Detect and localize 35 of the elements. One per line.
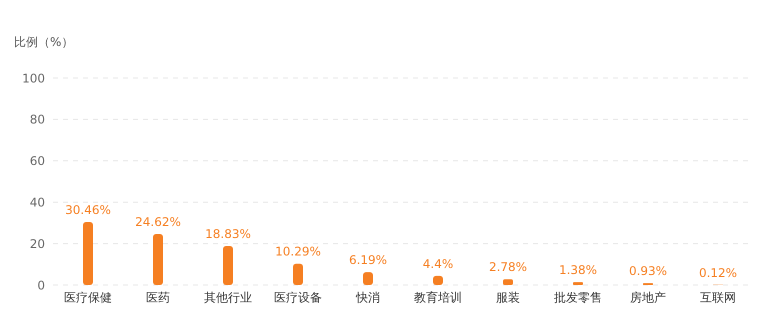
bar xyxy=(433,276,443,285)
x-tick-label: 快消 xyxy=(355,290,380,305)
data-label: 24.62% xyxy=(135,215,181,230)
y-tick-label: 20 xyxy=(30,236,45,251)
bar xyxy=(223,246,233,285)
x-tick-label: 医疗设备 xyxy=(274,290,322,305)
data-label: 1.38% xyxy=(558,263,598,278)
bar xyxy=(293,264,303,285)
x-tick-label: 批发零售 xyxy=(554,290,602,305)
y-tick-label: 80 xyxy=(30,112,45,127)
data-label: 2.78% xyxy=(488,260,528,274)
bar xyxy=(573,282,583,285)
bar xyxy=(363,272,373,285)
data-label: 4.4% xyxy=(422,256,454,271)
x-tick-label: 其他行业 xyxy=(204,290,252,305)
y-tick-label: 40 xyxy=(30,195,45,210)
data-label: 6.19% xyxy=(348,253,388,268)
x-tick-label: 医药 xyxy=(146,290,170,305)
y-tick-label: 60 xyxy=(30,154,45,168)
bar xyxy=(83,222,93,285)
data-label: 30.46% xyxy=(65,202,111,217)
x-tick-label: 医疗保健 xyxy=(64,290,112,305)
y-axis-title: 比例（%） xyxy=(14,34,74,51)
x-tick-label: 房地产 xyxy=(630,290,666,305)
x-tick-label: 服装 xyxy=(496,290,520,305)
x-tick-label: 互联网 xyxy=(700,290,736,305)
y-tick-label: 100 xyxy=(22,71,45,86)
data-label: 10.29% xyxy=(275,244,321,259)
bar xyxy=(153,234,163,285)
data-label: 0.12% xyxy=(698,266,738,280)
y-tick-label: 0 xyxy=(37,278,45,292)
data-label: 18.83% xyxy=(205,227,251,242)
data-label: 0.93% xyxy=(628,264,668,278)
x-tick-label: 教育培训 xyxy=(414,290,462,305)
bar xyxy=(503,279,513,285)
